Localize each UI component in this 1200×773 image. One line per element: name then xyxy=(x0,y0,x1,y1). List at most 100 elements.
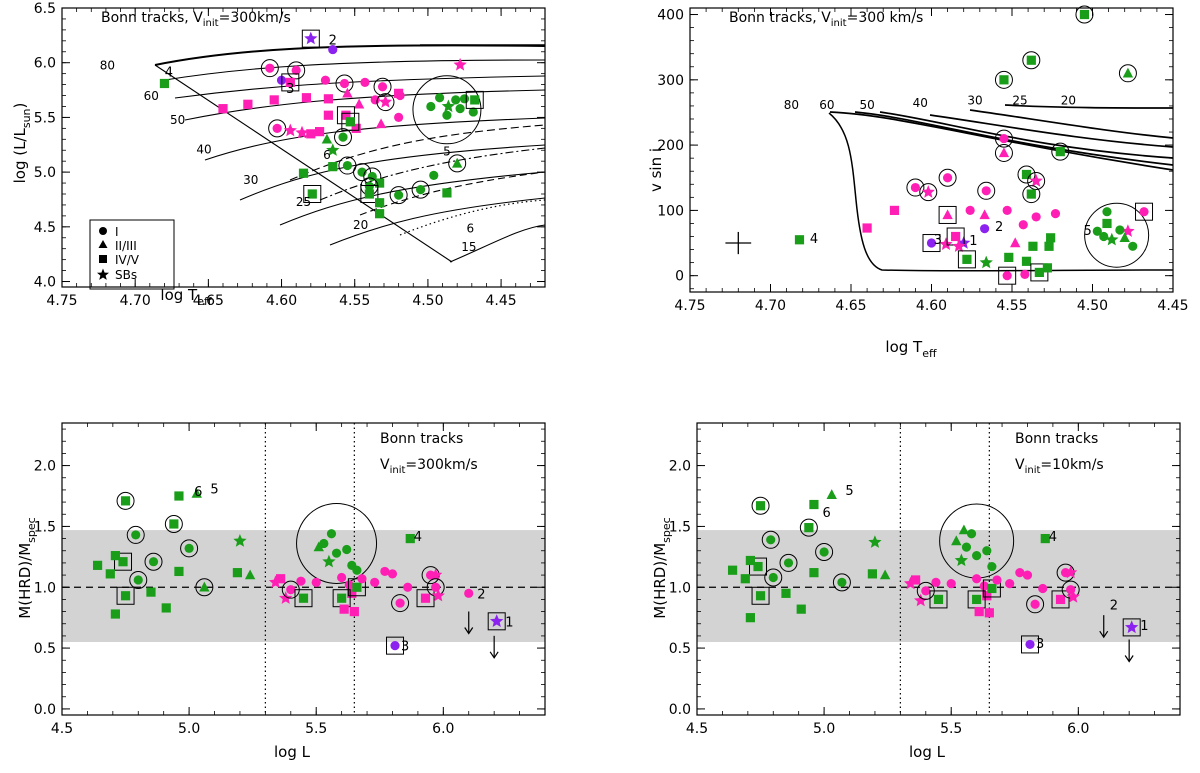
vsini-group-circle xyxy=(1084,202,1150,268)
hrd-circle-marker xyxy=(459,94,470,104)
vsini-square-marker xyxy=(1026,55,1036,65)
vsini-data-point xyxy=(939,237,953,250)
vsini-circle-marker xyxy=(943,173,953,183)
hrd-square-marker xyxy=(375,178,385,188)
vsini-box-marker xyxy=(957,250,976,269)
mass300-annotation-title: Bonn tracks xyxy=(380,431,463,447)
vsini-triangle-marker xyxy=(998,147,1010,158)
hrd-data-point xyxy=(323,110,333,120)
mass300-square-marker xyxy=(120,591,131,601)
vsini-data-point xyxy=(1115,225,1125,235)
mass300-data-point xyxy=(110,551,120,561)
mass300-data-point xyxy=(174,491,184,501)
hrd-square-marker xyxy=(364,189,374,199)
hrd-track-label: 6 xyxy=(467,221,475,235)
hrd-circle-marker xyxy=(415,185,426,195)
mass10-square-marker xyxy=(1040,533,1050,544)
hrd-isochrone-dotted xyxy=(399,199,546,236)
hrd-data-point xyxy=(459,94,470,104)
mass10-circle-marker xyxy=(966,529,977,539)
hrd-data-point xyxy=(351,123,361,133)
mass300-star-id-label: 3 xyxy=(401,640,409,655)
mass10-star-id-label: 3 xyxy=(1036,637,1044,652)
mass10-data-point xyxy=(961,542,972,552)
hrd-data-point xyxy=(303,185,322,203)
vsini-data-point xyxy=(1075,5,1094,24)
mass300-data-point xyxy=(105,569,115,579)
vsini-star-id-label: 4 xyxy=(810,232,818,247)
mass300-circle-marker xyxy=(311,577,321,587)
mass10-triangle-marker xyxy=(958,524,970,535)
mass300-data-point xyxy=(191,487,202,498)
vsini-ring-marker xyxy=(1022,51,1041,70)
mass10-data-point xyxy=(914,593,928,607)
legend-circle-marker xyxy=(99,227,107,235)
hrd-data-point xyxy=(269,95,279,105)
vsini-data-point xyxy=(977,181,996,200)
mass10-data-point xyxy=(1021,635,1040,654)
mass300-triangle-marker xyxy=(199,581,210,592)
mass10-ytick-label: 1.5 xyxy=(669,519,691,535)
vsini-ring-marker xyxy=(994,129,1013,148)
vsini-circle-marker xyxy=(910,182,921,193)
hrd-data-point xyxy=(315,127,325,137)
mass10-data-point xyxy=(826,489,837,499)
hrd-circle-marker xyxy=(468,107,478,117)
mass10-data-point xyxy=(911,575,921,585)
hrd-data-point xyxy=(335,74,354,93)
mass10-circle-marker xyxy=(1015,568,1025,578)
vsini-square-marker xyxy=(951,231,961,242)
mass10-circle-marker xyxy=(1005,579,1015,589)
vsini-triangle-marker xyxy=(1122,67,1134,78)
mass300-data-point xyxy=(464,588,474,598)
vsini-xtick-label: 4.70 xyxy=(755,298,786,314)
vsini-data-point xyxy=(1021,256,1032,266)
vsini-data-point xyxy=(1051,142,1070,161)
vsini-square-marker xyxy=(1034,267,1044,278)
mass10-circle-marker xyxy=(1025,639,1035,650)
mass300-star-id-label: 2 xyxy=(477,587,485,602)
mass300-circle-marker xyxy=(357,574,367,584)
mass10-data-point xyxy=(929,590,948,609)
mass10-ytick-label: 0.0 xyxy=(669,702,691,718)
mass10-star-marker xyxy=(1066,590,1080,603)
mass300-uncertainty-band xyxy=(62,530,545,642)
vsini-ytick-label: 100 xyxy=(657,203,684,219)
vsini-track-label: 20 xyxy=(1061,94,1076,108)
vsini-circle-marker xyxy=(1031,212,1041,222)
hrd-data-point xyxy=(370,95,380,105)
mass300-ring-marker xyxy=(129,570,148,589)
mass10-data-point xyxy=(799,518,818,537)
mass300-ring-marker xyxy=(391,594,410,613)
legend-triangle-marker xyxy=(98,240,108,248)
mass300-ring-marker xyxy=(195,578,214,597)
vsini-plot-area xyxy=(689,7,1174,293)
hrd-data-point xyxy=(283,123,297,137)
mass10-data-point xyxy=(751,586,770,605)
mass10-box-marker xyxy=(1051,590,1070,609)
hrd-square-marker xyxy=(375,198,385,208)
mass10-square-marker xyxy=(755,501,766,511)
mass300-data-point xyxy=(311,577,321,587)
vsini-square-marker xyxy=(1028,241,1038,251)
hrd-track-label: 80 xyxy=(100,58,115,72)
mass300-limit-arrow xyxy=(464,627,474,635)
mass300-circle-marker xyxy=(352,565,362,575)
vsini-track-label: 60 xyxy=(819,98,834,112)
vsini-data-point xyxy=(957,250,976,269)
mass300-data-point xyxy=(357,574,367,584)
hrd-data-point xyxy=(320,75,331,85)
mass300-annotation-velocity: Vinit=300km/s xyxy=(380,457,478,476)
hrd-data-point xyxy=(301,29,320,48)
vsini-box-marker xyxy=(922,234,941,253)
vsini-data-point xyxy=(1118,64,1137,83)
mass10-circle-marker xyxy=(1022,570,1033,580)
legend-square-marker xyxy=(99,255,107,263)
hrd-star-marker xyxy=(441,99,456,113)
mass10-circle-marker xyxy=(946,579,956,589)
hrd-track-label: 50 xyxy=(170,113,185,127)
mass10-xtick-label: 5.5 xyxy=(940,721,962,737)
vsini-track-label: 25 xyxy=(1012,94,1027,108)
hrd-xtick-label: 4.65 xyxy=(193,293,224,309)
hrd-track-label: 15 xyxy=(461,240,476,254)
